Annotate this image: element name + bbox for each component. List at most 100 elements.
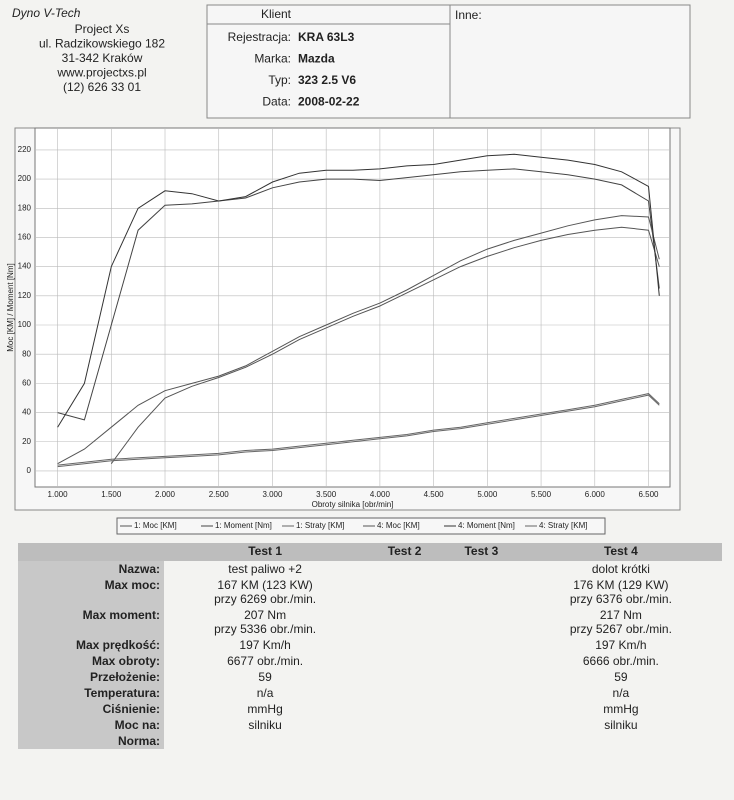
y-tick-label: 200: [18, 174, 32, 183]
y-tick-label: 20: [22, 437, 31, 446]
address-line: www.projectxs.pl: [56, 66, 146, 80]
address-line: Project Xs: [75, 22, 130, 36]
table-cell: silniku: [604, 718, 638, 732]
y-tick-label: 220: [18, 145, 32, 154]
table-cell: [443, 685, 520, 701]
x-tick-label: 3.500: [316, 490, 337, 499]
table-cell: n/a: [256, 686, 274, 700]
row-label: Max obroty:: [18, 653, 164, 669]
y-tick-label: 80: [22, 349, 31, 358]
legend-label: 1: Moment [Nm]: [215, 521, 272, 530]
x-axis-label: Obroty silnika [obr/min]: [312, 500, 394, 509]
table-cell: [520, 733, 722, 749]
table-cell: 167 KM (123 KW) przy 6269 obr./min.: [214, 578, 317, 606]
field-label: Typ:: [268, 73, 291, 87]
table-cell: [443, 717, 520, 733]
row-label: Nazwa:: [18, 561, 164, 577]
table-cell: [443, 561, 520, 577]
table-row: Nazwa: test paliwo +2 dolot krótki: [18, 561, 722, 577]
field-label: Data:: [262, 95, 291, 109]
table-cell: dolot krótki: [591, 562, 650, 576]
table-cell: 6677 obr./min.: [227, 654, 304, 668]
x-tick-label: 6.500: [638, 490, 659, 499]
table-row: Ciśnienie: mmHg mmHg: [18, 701, 722, 717]
legend-label: 4: Moc [KM]: [377, 521, 420, 530]
address-line: (12) 626 33 01: [63, 80, 141, 94]
table-cell: [443, 653, 520, 669]
y-tick-label: 60: [22, 378, 31, 387]
address-line: ul. Radzikowskiego 182: [39, 37, 165, 51]
row-label: Max moment:: [18, 607, 164, 637]
y-tick-label: 0: [27, 466, 32, 475]
row-label: Ciśnienie:: [18, 701, 164, 717]
table-cell: [164, 733, 366, 749]
table-cell: [366, 669, 443, 685]
series-line: [57, 215, 660, 465]
field-value: KRA 63L3: [298, 30, 355, 44]
table-cell: 197 Km/h: [239, 638, 291, 652]
table-cell: [366, 637, 443, 653]
x-tick-label: 1.000: [48, 490, 69, 499]
table-cell: Test 4: [519, 543, 722, 561]
series-line: [57, 153, 660, 428]
x-tick-label: 1.500: [101, 490, 122, 499]
x-tick-label: 2.000: [155, 490, 176, 499]
x-tick-label: 3.000: [262, 490, 283, 499]
series-line: [57, 168, 660, 421]
y-tick-label: 140: [18, 262, 32, 271]
table-cell: [366, 685, 443, 701]
y-axis-label: Moc [KM] / Moment [Nm]: [6, 263, 15, 351]
field-value: Mazda: [298, 52, 335, 66]
table-cell: 6666 obr./min.: [582, 654, 659, 668]
table-cell: [366, 733, 443, 749]
table-cell: Test 1: [164, 543, 367, 561]
company: Dyno V-Tech: [12, 6, 81, 20]
field-value: 323 2.5 V6: [298, 73, 356, 87]
table-cell: [18, 543, 164, 561]
series-line: [57, 393, 660, 466]
field-label: Marka:: [254, 52, 291, 66]
table-cell: [366, 653, 443, 669]
table-cell: silniku: [248, 718, 282, 732]
y-tick-label: 120: [18, 291, 32, 300]
other-box: [449, 4, 691, 119]
table-cell: [443, 701, 520, 717]
plot-area: [34, 127, 671, 488]
table-cell: mmHg: [603, 702, 639, 716]
y-tick-label: 160: [18, 233, 32, 242]
row-label: Temperatura:: [18, 685, 164, 701]
table-cell: [443, 607, 520, 637]
table-cell: 207 Nm przy 5336 obr./min.: [214, 608, 317, 636]
x-tick-label: 5.000: [477, 490, 498, 499]
table-cell: [366, 577, 443, 607]
results-table: Test 1 Test 2 Test 3 Test 4 Nazwa: test paliw…: [18, 543, 722, 749]
legend-label: 4: Straty [KM]: [539, 521, 587, 530]
table-row: Przełożenie: 59 59: [18, 669, 722, 685]
series-line: [110, 226, 660, 464]
table-row: Norma:: [18, 733, 722, 749]
other-title: Inne:: [455, 8, 482, 22]
table-cell: mmHg: [247, 702, 283, 716]
table-row: Test 1 Test 2 Test 3 Test 4: [18, 543, 722, 561]
table-cell: 197 Km/h: [595, 638, 647, 652]
row-label: Norma:: [18, 733, 164, 749]
table-row: Moc na: silniku silniku: [18, 717, 722, 733]
table-cell: 176 KM (129 KW) przy 6376 obr./min.: [569, 578, 672, 606]
table-cell: [443, 577, 520, 607]
table-cell: [443, 669, 520, 685]
table-row: Max moc: 167 KM (123 KW) przy 6269 obr./m…: [18, 577, 722, 607]
table-row: Max prędkość: 197 Km/h 197 Km/h: [18, 637, 722, 653]
x-tick-label: 6.000: [585, 490, 606, 499]
table-row: Max moment: 207 Nm przy 5336 obr./min. 217…: [18, 607, 722, 637]
table-cell: Test 2: [366, 543, 443, 561]
table-cell: 59: [258, 670, 272, 684]
y-tick-label: 180: [18, 203, 32, 212]
y-tick-label: 100: [18, 320, 32, 329]
legend-label: 1: Straty [KM]: [296, 521, 344, 530]
y-tick-label: 40: [22, 408, 31, 417]
field-label: Rejestracja:: [228, 30, 291, 44]
legend-label: 4: Moment [Nm]: [458, 521, 515, 530]
table-cell: [366, 561, 443, 577]
